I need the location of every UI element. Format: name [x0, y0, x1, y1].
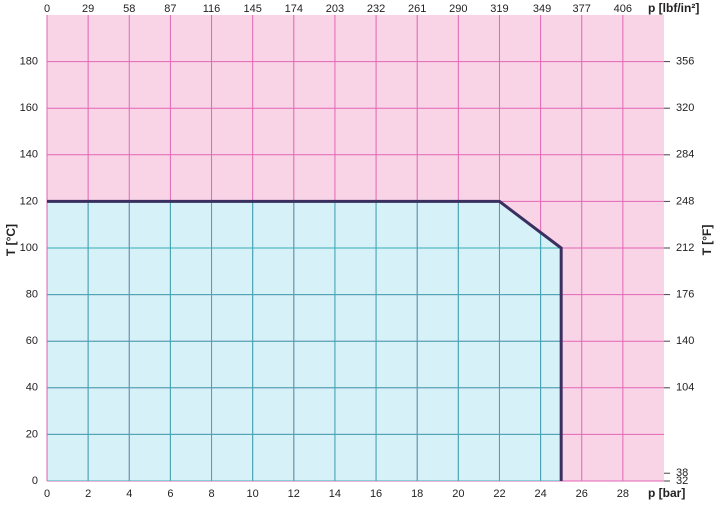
labels: 0 2 4 6 8 10 12 14 16 18 20 22 24 26 28020406080100120…: [20, 3, 695, 500]
x2-tick-label: 116: [203, 3, 221, 15]
y2-tick-label: 104: [676, 382, 694, 394]
y2-tick-label: 140: [676, 335, 694, 347]
marks: [47, 199, 563, 481]
x2-axis-label: p [lbf/in²]: [648, 1, 699, 15]
x2-tick-label: 290: [449, 3, 467, 15]
y-tick-label: 60: [26, 335, 38, 347]
x-tick-label: 10: [247, 488, 259, 500]
y-tick-label: 20: [26, 428, 38, 440]
x-tick-label: 2: [85, 488, 91, 500]
y-tick-label: 160: [20, 102, 38, 114]
x2-tick-label: 29: [82, 3, 94, 15]
x-tick-label: 12: [288, 488, 300, 500]
y-tick-label: 80: [26, 289, 38, 301]
y2-tick-label: 32: [676, 475, 688, 487]
x-tick-label: 18: [411, 488, 423, 500]
x-tick-label: 24: [534, 488, 546, 500]
y2-axis-label: T [°F]: [700, 225, 714, 256]
y2-tick-label: 356: [676, 56, 694, 68]
y2-tick-label: 212: [676, 242, 694, 254]
y-tick-label: 180: [20, 56, 38, 68]
y-tick-label: 40: [26, 382, 38, 394]
x-tick-label: 8: [208, 488, 214, 500]
y2-tick-label: 248: [676, 195, 694, 207]
y-tick-label: 0: [32, 475, 38, 487]
x-tick-label: 26: [576, 488, 588, 500]
y2-tick-label: 176: [676, 289, 694, 301]
y2-tick-label: 38: [676, 467, 688, 479]
x2-tick-label: 349: [533, 3, 551, 15]
x-tick-label: 6: [167, 488, 173, 500]
y-axis-label: T [°C]: [4, 224, 18, 256]
x2-tick-label: 406: [614, 3, 632, 15]
y-tick-label: 120: [20, 195, 38, 207]
y-tick-label: 100: [20, 242, 38, 254]
x2-tick-label: 319: [490, 3, 508, 15]
grid: [47, 201, 562, 481]
x2-tick-label: 145: [243, 3, 261, 15]
x2-tick-label: 203: [326, 3, 344, 15]
x2-tick-label: 87: [164, 3, 176, 15]
x-tick-label: 14: [329, 488, 341, 500]
x-axis-label: p [bar]: [648, 486, 685, 500]
x-tick-label: 4: [126, 488, 132, 500]
y2-tick-label: 284: [676, 149, 694, 161]
x-tick-label: 0: [44, 488, 50, 500]
x2-tick-label: 232: [367, 3, 385, 15]
x2-tick-label: 261: [408, 3, 426, 15]
x2-tick-label: 174: [285, 3, 303, 15]
x-tick-label: 20: [452, 488, 464, 500]
x-tick-label: 28: [617, 488, 629, 500]
x-tick-label: 16: [370, 488, 382, 500]
x-tick-label: 22: [493, 488, 505, 500]
x2-tick-label: 0: [44, 3, 50, 15]
boundary-line: [47, 199, 563, 481]
x2-tick-label: 377: [573, 3, 591, 15]
x2-tick-label: 58: [123, 3, 135, 15]
y-tick-label: 140: [20, 149, 38, 161]
y2-tick-label: 320: [676, 102, 694, 114]
